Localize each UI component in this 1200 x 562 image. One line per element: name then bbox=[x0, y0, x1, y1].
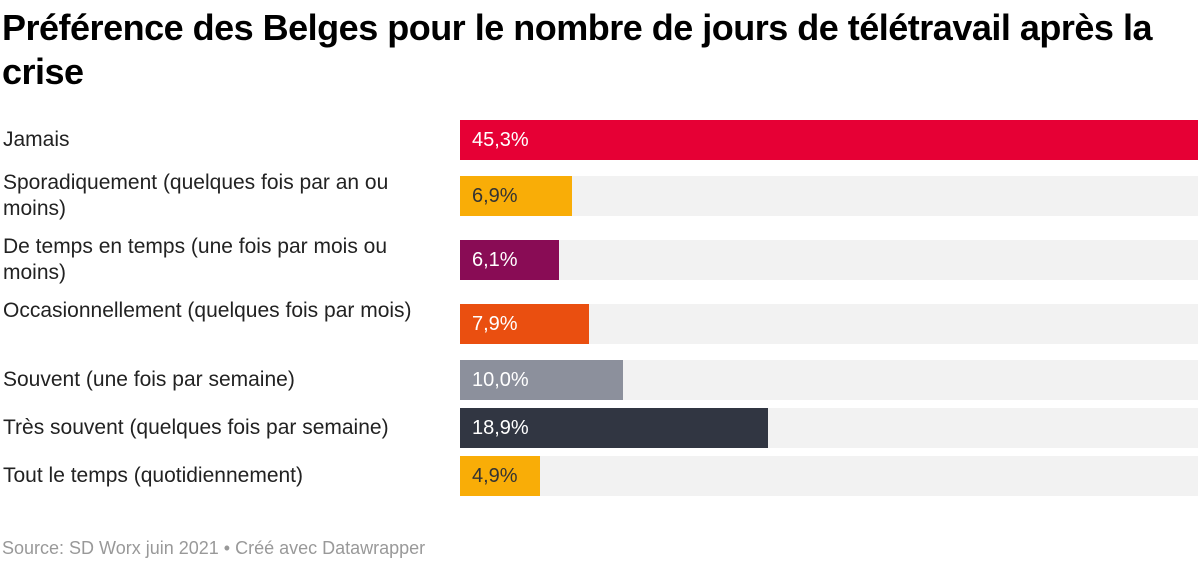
source-footer: Source: SD Worx juin 2021 • Créé avec Da… bbox=[2, 538, 426, 558]
bar bbox=[460, 176, 573, 216]
bar bbox=[460, 304, 589, 344]
category-label: Sporadiquement (quelques fois par an ou … bbox=[3, 171, 389, 220]
category-label: Tout le temps (quotidiennement) bbox=[3, 464, 303, 487]
bar-track: 6,9% bbox=[460, 176, 1198, 216]
bar-track: 45,3% bbox=[460, 120, 1198, 160]
chart-title: Préférence des Belges pour le nombre de … bbox=[2, 7, 1152, 92]
bar-track: 18,9% bbox=[460, 408, 1198, 448]
bar-track: 7,9% bbox=[460, 304, 1198, 344]
value-label: 4,9% bbox=[472, 465, 518, 487]
bar-track: 4,9% bbox=[460, 456, 1198, 496]
value-label: 45,3% bbox=[472, 129, 529, 151]
category-label: Jamais bbox=[3, 128, 70, 151]
value-label: 7,9% bbox=[472, 313, 518, 335]
bar-track: 10,0% bbox=[460, 360, 1198, 400]
category-label: De temps en temps (une fois par mois ou … bbox=[3, 235, 388, 284]
value-label: 18,9% bbox=[472, 417, 529, 439]
bar bbox=[460, 240, 560, 280]
bar bbox=[460, 120, 1198, 160]
bar-track: 6,1% bbox=[460, 240, 1198, 280]
category-label: Souvent (une fois par semaine) bbox=[3, 368, 295, 391]
value-label: 10,0% bbox=[472, 369, 529, 391]
bar bbox=[460, 408, 768, 448]
bar bbox=[460, 456, 540, 496]
bar bbox=[460, 360, 623, 400]
value-label: 6,1% bbox=[472, 249, 518, 271]
category-label: Très souvent (quelques fois par semaine) bbox=[3, 416, 389, 439]
value-label: 6,9% bbox=[472, 185, 518, 207]
category-label: Occasionnellement (quelques fois par moi… bbox=[3, 299, 412, 322]
